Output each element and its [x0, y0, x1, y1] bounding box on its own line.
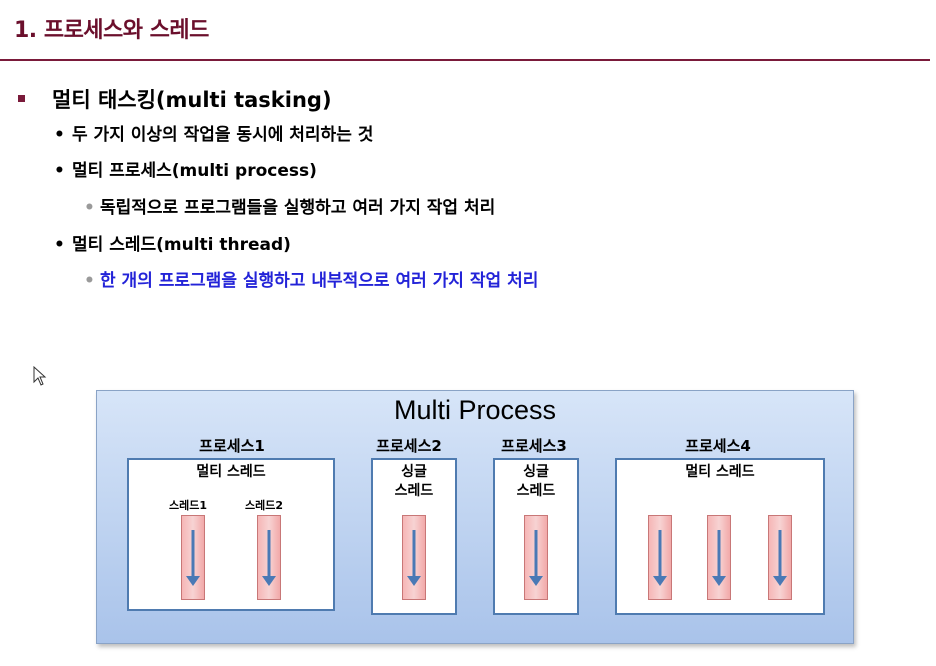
process-box: 싱글 스레드 — [371, 458, 457, 615]
bullet-dot-icon: • — [54, 125, 65, 145]
bullet-dot-icon: • — [84, 198, 95, 218]
thread-bar — [257, 515, 281, 600]
bullet-text: 한 개의 프로그램을 실행하고 내부적으로 여러 가지 작업 처리 — [100, 271, 539, 291]
bullet-multitasking: 멀티 태스킹(multi tasking) — [18, 84, 332, 114]
arrow-down-icon — [262, 530, 276, 586]
process-label: 프로세스2 — [376, 437, 442, 455]
bullet-multi-thread: • 멀티 스레드(multi thread) — [54, 230, 291, 255]
bullet-text: 멀티 스레드(multi thread) — [72, 235, 291, 255]
bullet-multi-thread-detail: • 한 개의 프로그램을 실행하고 내부적으로 여러 가지 작업 처리 — [84, 266, 538, 291]
arrow-down-icon — [186, 530, 200, 586]
slide-title: 1. 프로세스와 스레드 — [14, 18, 209, 43]
thread-bar — [648, 515, 672, 600]
diagram-title: Multi Process — [393, 395, 557, 425]
bullet-multi-process-detail: • 독립적으로 프로그램들을 실행하고 여러 가지 작업 처리 — [84, 193, 495, 218]
bullet-definition: • 두 가지 이상의 작업을 동시에 처리하는 것 — [54, 120, 373, 145]
process-box-label: 멀티 스레드 — [196, 464, 266, 480]
mouse-pointer-icon — [33, 365, 47, 390]
bullet-dot-icon: • — [54, 235, 65, 255]
square-bullet-icon — [18, 94, 25, 102]
thread-bar — [402, 515, 426, 600]
thread-bar — [524, 515, 548, 600]
arrow-down-icon — [529, 530, 543, 586]
process-label: 프로세스4 — [685, 437, 751, 455]
thread-label: 스레드2 — [244, 499, 283, 512]
process-box-label: 싱글 스레드 — [495, 463, 577, 501]
arrow-down-icon — [773, 530, 787, 586]
process-label: 프로세스3 — [501, 437, 567, 455]
box-label-line: 스레드 — [394, 483, 434, 499]
process-label: 프로세스1 — [199, 437, 265, 455]
box-label-line: 스레드 — [516, 483, 556, 499]
bullet-dot-icon: • — [84, 271, 95, 291]
bullet-text: 두 가지 이상의 작업을 동시에 처리하는 것 — [72, 125, 374, 145]
thread-bar — [707, 515, 731, 600]
process-box: 멀티 스레드 — [615, 458, 825, 615]
process-box: 싱글 스레드 — [493, 458, 579, 615]
process-box-label: 싱글 스레드 — [373, 463, 455, 501]
bullet-multi-process: • 멀티 프로세스(multi process) — [54, 156, 317, 181]
box-label-line: 싱글 — [401, 464, 427, 480]
title-divider — [0, 59, 930, 61]
bullet-text: 멀티 프로세스(multi process) — [72, 161, 317, 181]
arrow-down-icon — [407, 530, 421, 586]
bullet-dot-icon: • — [54, 161, 65, 181]
thread-label: 스레드1 — [168, 499, 207, 512]
multi-process-diagram: Multi Process 프로세스1 멀티 스레드 스레드1 스레드2 프로세… — [96, 390, 854, 644]
bullet-text: 독립적으로 프로그램들을 실행하고 여러 가지 작업 처리 — [100, 198, 496, 218]
process-box-label: 멀티 스레드 — [685, 464, 755, 480]
thread-bar — [181, 515, 205, 600]
arrow-down-icon — [653, 530, 667, 586]
process-box: 멀티 스레드 스레드1 스레드2 — [127, 458, 335, 611]
thread-bar — [768, 515, 792, 600]
box-label-line: 싱글 — [523, 464, 549, 480]
bullet-text: 멀티 태스킹(multi tasking) — [52, 88, 332, 112]
arrow-down-icon — [712, 530, 726, 586]
